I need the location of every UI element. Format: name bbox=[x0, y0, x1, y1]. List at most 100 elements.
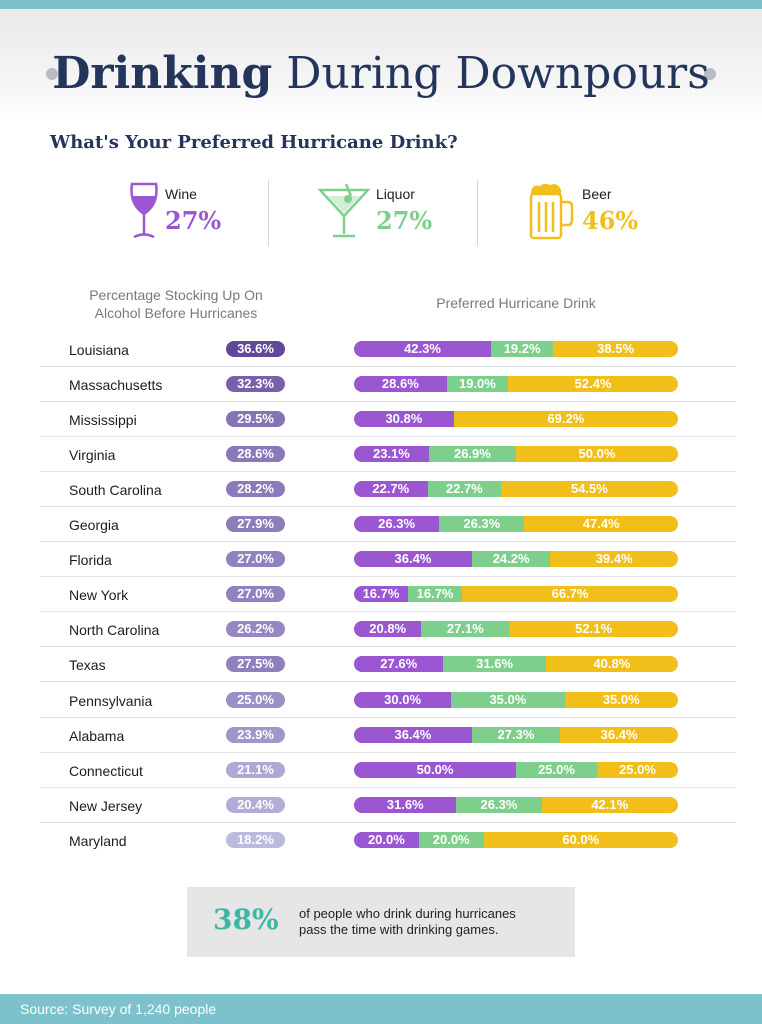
bar-segment-beer: 36.4% bbox=[560, 727, 678, 743]
drink-divider bbox=[268, 180, 269, 246]
bar-segment-liquor: 35.0% bbox=[451, 692, 565, 708]
drinking-games-callout: 38% of people who drink during hurricane… bbox=[187, 887, 575, 957]
bar-segment-wine: 22.7% bbox=[354, 481, 428, 497]
page-title: Drinking During Downpours bbox=[0, 44, 762, 104]
preferred-drink-bar: 42.3% 19.2% 38.5% bbox=[354, 341, 678, 357]
row-divider bbox=[40, 401, 736, 402]
drink-name-liquor: Liquor bbox=[376, 186, 415, 202]
callout-line-2: pass the time with drinking games. bbox=[299, 922, 499, 937]
bar-segment-beer: 40.8% bbox=[545, 656, 678, 672]
bar-segment-beer: 38.5% bbox=[553, 341, 678, 357]
stocking-percentage-badge: 26.2% bbox=[226, 621, 285, 637]
bar-segment-liquor: 26.3% bbox=[456, 797, 542, 813]
state-label: New York bbox=[69, 587, 129, 603]
state-label: Alabama bbox=[69, 728, 125, 744]
bar-segment-wine: 42.3% bbox=[354, 341, 492, 357]
bar-segment-wine: 36.4% bbox=[354, 551, 472, 567]
drink-pct-liquor: 27% bbox=[376, 206, 433, 235]
state-label: Louisiana bbox=[69, 342, 129, 358]
preferred-drink-bar: 22.7% 22.7% 54.5% bbox=[354, 481, 678, 497]
drink-pct-wine: 27% bbox=[165, 206, 222, 235]
drink-pct-beer: 46% bbox=[582, 206, 639, 235]
state-label: North Carolina bbox=[69, 622, 160, 638]
preferred-drink-bar: 27.6% 31.6% 40.8% bbox=[354, 656, 678, 672]
row-divider bbox=[40, 576, 736, 577]
bar-segment-beer: 69.2% bbox=[453, 411, 678, 427]
stocking-percentage-badge: 27.9% bbox=[226, 516, 285, 532]
martini-glass-icon bbox=[318, 183, 370, 238]
bar-segment-wine: 23.1% bbox=[354, 446, 429, 462]
callout-line-1: of people who drink during hurricanes bbox=[299, 906, 516, 921]
bar-segment-beer: 66.7% bbox=[462, 586, 678, 602]
row-divider bbox=[40, 822, 736, 823]
bar-segment-beer: 47.4% bbox=[524, 516, 678, 532]
state-label: Mississippi bbox=[69, 412, 137, 428]
bar-segment-wine: 30.0% bbox=[354, 692, 452, 708]
row-divider bbox=[40, 471, 736, 472]
stocking-percentage-badge: 27.0% bbox=[226, 551, 285, 567]
stocking-percentage-badge: 28.2% bbox=[226, 481, 285, 497]
page-title-rest: During Downpours bbox=[272, 48, 710, 99]
state-label: Massachusetts bbox=[69, 377, 163, 393]
state-label: Virginia bbox=[69, 447, 116, 463]
stocking-percentage-badge: 23.9% bbox=[226, 727, 285, 743]
state-label: Florida bbox=[69, 552, 112, 568]
bar-segment-beer: 52.4% bbox=[508, 376, 678, 392]
drink-summary-beer: Beer 46% bbox=[528, 182, 648, 242]
bar-segment-wine: 16.7% bbox=[354, 586, 409, 602]
bar-segment-wine: 20.8% bbox=[354, 621, 422, 637]
bar-segment-liquor: 27.1% bbox=[421, 621, 510, 637]
stocking-percentage-badge: 32.3% bbox=[226, 376, 285, 392]
title-left-dot bbox=[46, 68, 58, 80]
preferred-drink-bar: 20.0% 20.0% 60.0% bbox=[354, 832, 678, 848]
wine-glass-icon bbox=[130, 182, 158, 239]
drink-summary-wine: Wine 27% bbox=[128, 182, 248, 242]
bar-segment-wine: 30.8% bbox=[354, 411, 454, 427]
bar-segment-liquor: 20.0% bbox=[418, 832, 484, 848]
callout-percentage: 38% bbox=[213, 903, 279, 936]
chart-subtitle: What's Your Preferred Hurricane Drink? bbox=[50, 132, 458, 153]
stocking-percentage-badge: 36.6% bbox=[226, 341, 285, 357]
drink-summary-liquor: Liquor 27% bbox=[318, 182, 438, 242]
stocking-percentage-badge: 27.5% bbox=[226, 656, 285, 672]
preferred-drink-bar: 20.8% 27.1% 52.1% bbox=[354, 621, 678, 637]
beer-mug-icon bbox=[529, 183, 574, 240]
preferred-drink-bar: 31.6% 26.3% 42.1% bbox=[354, 797, 678, 813]
bar-segment-beer: 50.0% bbox=[515, 446, 678, 462]
preferred-drink-bar: 30.0% 35.0% 35.0% bbox=[354, 692, 678, 708]
column-header-stocking: Percentage Stocking Up On Alcohol Before… bbox=[89, 287, 263, 321]
stocking-percentage-badge: 28.6% bbox=[226, 446, 285, 462]
callout-text: of people who drink during hurricanes pa… bbox=[299, 906, 516, 938]
state-label: Georgia bbox=[69, 517, 119, 533]
row-divider bbox=[40, 646, 736, 647]
preferred-drink-bar: 28.6% 19.0% 52.4% bbox=[354, 376, 678, 392]
stocking-percentage-badge: 20.4% bbox=[226, 797, 285, 813]
bar-segment-wine: 50.0% bbox=[354, 762, 516, 778]
bar-segment-beer: 60.0% bbox=[483, 832, 678, 848]
bar-segment-liquor: 26.9% bbox=[428, 446, 516, 462]
bar-segment-beer: 35.0% bbox=[564, 692, 678, 708]
column-header-preferred: Preferred Hurricane Drink bbox=[436, 295, 596, 311]
row-divider bbox=[40, 506, 736, 507]
bar-segment-liquor: 19.0% bbox=[446, 376, 509, 392]
row-divider bbox=[40, 752, 736, 753]
row-divider bbox=[40, 717, 736, 718]
preferred-drink-bar: 30.8% 69.2% bbox=[354, 411, 678, 427]
preferred-drink-bar: 36.4% 24.2% 39.4% bbox=[354, 551, 678, 567]
stocking-percentage-badge: 25.0% bbox=[226, 692, 285, 708]
row-divider bbox=[40, 366, 736, 367]
bar-segment-beer: 42.1% bbox=[541, 797, 678, 813]
stocking-percentage-badge: 29.5% bbox=[226, 411, 285, 427]
state-label: Pennsylvania bbox=[69, 693, 153, 709]
bar-segment-beer: 54.5% bbox=[501, 481, 678, 497]
row-divider bbox=[40, 541, 736, 542]
stocking-percentage-badge: 27.0% bbox=[226, 586, 285, 602]
drink-name-wine: Wine bbox=[165, 186, 197, 202]
row-divider bbox=[40, 436, 736, 437]
state-label: Maryland bbox=[69, 833, 127, 849]
state-label: Texas bbox=[69, 657, 106, 673]
preferred-drink-bar: 26.3% 26.3% 47.4% bbox=[354, 516, 678, 532]
bar-segment-beer: 25.0% bbox=[597, 762, 678, 778]
bar-segment-wine: 26.3% bbox=[354, 516, 440, 532]
stocking-percentage-badge: 18.2% bbox=[226, 832, 285, 848]
